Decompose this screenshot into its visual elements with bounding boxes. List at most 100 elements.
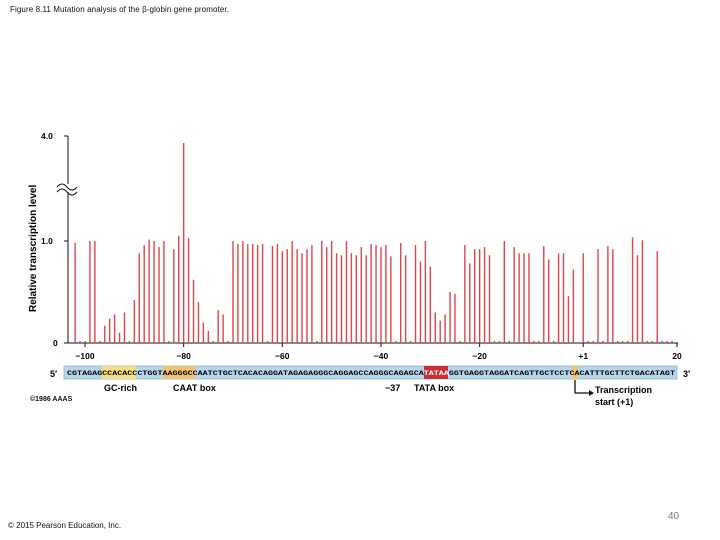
bar-pos--91 [128,340,131,343]
bar-pos--65 [256,245,259,343]
bar-pos-17 [661,340,663,343]
bar-pos--102 [74,243,76,343]
y-axis-label: Relative transcription level [28,185,39,312]
sequence-bar [63,365,678,380]
bar-pos--39 [385,245,387,343]
bar-pos--47 [345,241,348,343]
bar-pos--26 [449,292,451,343]
five-prime-label: 5′ [50,369,57,379]
tata-box-label: TATA box [414,383,454,393]
bar-pos--69 [237,244,239,343]
bar-pos--101 [79,340,81,343]
bar-pos--96 [104,325,106,343]
bar-pos--61 [276,244,279,343]
bar-pos--19 [483,247,486,343]
bar-pos-18 [666,340,668,343]
bar-pos--24 [459,340,461,343]
bar-pos--50 [330,241,333,343]
bar-pos--41 [375,245,377,343]
bar-pos--97 [99,340,101,343]
bar-pos--67 [247,244,249,343]
bar-pos--25 [454,294,456,343]
bar-pos--74 [212,340,214,343]
arrow-head-icon [589,390,594,396]
bar-pos--9 [533,340,535,343]
caat-box [163,366,195,379]
bar-pos--80 [182,143,185,343]
bar-pos--34 [409,340,412,343]
bar-pos--35 [404,255,407,343]
x-tick-label-2: −60 [275,351,290,361]
bar-pos--76 [202,322,205,343]
x-tick-label-5: +1 [578,351,588,361]
bar-pos-16 [656,251,658,343]
bar-pos--14 [508,340,510,343]
x-tick-label-4: −20 [472,351,487,361]
bar-pos--78 [192,279,195,343]
bar-pos--27 [444,314,446,343]
bar-pos--30 [429,266,432,343]
bar-pos-8 [617,340,619,343]
bar-pos--84 [163,241,165,343]
bar-pos--92 [123,312,126,343]
bar-pos--58 [291,241,293,343]
x-tick-label-6: 20 [672,351,682,361]
bar-pos--15 [503,241,506,343]
start-site-box [572,366,578,379]
bar-pos--64 [261,244,264,343]
sequence-segment-gc: GCCACACCC [97,370,142,377]
bar-pos--40 [380,247,382,343]
bar-pos--90 [133,300,136,343]
bar-pos--28 [439,320,441,343]
figure-caption: Figure 8.11 Mutation analysis of the β-g… [10,5,230,14]
caat-box-label: CAAT box [173,383,216,393]
bar-pos--29 [434,312,436,343]
sequence-segment-none: GGTGAGGTAGGATCAGTTGCTCCTCA [449,370,580,377]
bar-pos--44 [360,247,362,343]
bar-pos--16 [498,340,501,343]
bar-pos--71 [227,340,229,343]
bar-pos--12 [518,253,520,343]
sequence-segment-caat: GGCCAATC [178,370,218,377]
bar-pos--68 [242,241,244,343]
sequence-segment-tata: TATAA [424,370,449,377]
bar-pos--31 [424,241,427,343]
bar-pos--33 [414,245,417,343]
tata-box [424,366,448,379]
bar-pos-1 [582,253,584,343]
minus-37-label: −37 [385,383,400,393]
bar-pos-15 [651,340,653,343]
transcription-start-arrow [574,380,589,394]
y-axis-break [56,183,78,196]
bar-pos-11 [631,237,634,343]
bar-pos-4 [597,249,599,343]
bar-pos--82 [173,249,175,343]
bar-pos--36 [400,243,402,343]
bar-pos--98 [94,241,96,343]
x-ticks: −100 −80 −60 −40 −20 +1 20 [75,343,682,361]
bar-pos--45 [355,255,358,343]
bar-pos-3 [592,340,594,343]
figure-copyright: ©1986 AAAS [30,396,73,403]
bar-pos--94 [113,314,116,343]
sequence-segment-none: CGTAGA [67,370,97,377]
transcription-start-label-line2: start (+1) [595,397,633,407]
gc-rich-label: GC-rich [104,383,137,393]
bar-pos--83 [168,340,170,343]
bar-pos--55 [306,249,308,343]
bar-pos--48 [340,255,343,343]
bar-pos-2 [587,340,589,343]
bar-pos--89 [138,253,140,343]
bar-pos-6 [607,246,609,343]
page-number: 40 [668,511,680,522]
sequence-segment-none: ATTTGCTTCTGACATAGT [585,370,675,377]
bar-pos--51 [326,247,328,343]
bar-pos--46 [350,253,353,343]
bar-pos--87 [148,239,150,343]
bar-pos--22 [469,263,471,343]
bar-pos--13 [513,247,515,343]
x-tick-label-3: −40 [374,351,389,361]
bar-pos--42 [370,244,372,343]
